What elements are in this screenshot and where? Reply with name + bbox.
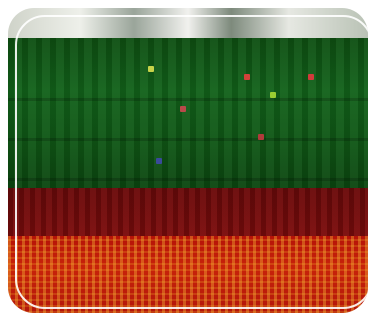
horizontal-stripe [8, 178, 368, 181]
color-speck [156, 158, 162, 164]
color-speck [270, 92, 276, 98]
red-patterned-region [8, 236, 368, 313]
horizontal-stripe [8, 98, 368, 101]
color-speck [308, 74, 314, 80]
color-speck [244, 74, 250, 80]
horizontal-stripe [8, 138, 368, 141]
color-speck [180, 106, 186, 112]
color-speck [258, 134, 264, 140]
green-region [8, 38, 368, 188]
color-speck [148, 66, 154, 72]
top-strip [8, 8, 368, 38]
photo-image [8, 8, 368, 313]
dark-red-region [8, 188, 368, 236]
